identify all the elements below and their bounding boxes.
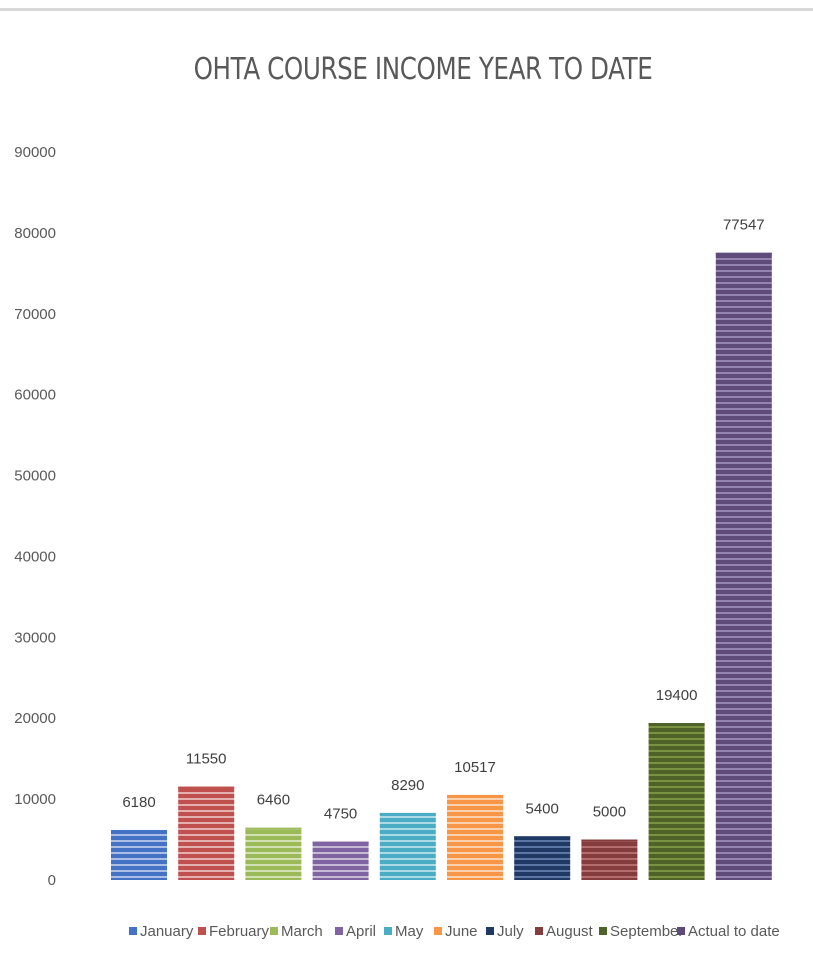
legend-swatch <box>335 927 343 935</box>
top-border <box>0 8 813 11</box>
data-label: 5000 <box>593 804 626 821</box>
y-tick-label: 70000 <box>14 306 56 323</box>
legend-item-label: July <box>497 923 524 940</box>
y-tick-label: 0 <box>48 872 56 889</box>
data-label: 77547 <box>723 217 765 234</box>
legend-swatch <box>677 927 685 935</box>
bar-january <box>111 830 167 880</box>
legend-item-label: February <box>209 923 270 940</box>
bar-top-edge <box>514 836 571 839</box>
y-tick-label: 80000 <box>14 225 56 242</box>
bar-may <box>379 812 436 880</box>
bar-top-edge <box>312 841 369 844</box>
y-tick-label: 90000 <box>14 144 56 161</box>
legend-item-label: August <box>546 923 594 940</box>
legend-swatch <box>434 927 442 935</box>
legend-item-label: May <box>395 923 424 940</box>
data-label: 11550 <box>186 751 227 768</box>
y-tick-label: 50000 <box>14 468 56 485</box>
y-tick-label: 40000 <box>14 548 56 565</box>
bar-actual-to-date <box>715 252 772 880</box>
legend-item-label: June <box>445 923 478 940</box>
data-label: 4750 <box>324 806 357 823</box>
legend-swatch <box>270 927 278 935</box>
legend-item-label: March <box>281 923 323 940</box>
bar-top-edge <box>111 830 167 833</box>
data-label: 5400 <box>526 800 559 817</box>
y-tick-label: 10000 <box>14 791 56 808</box>
legend-item-label: Actual to date <box>688 923 780 940</box>
legend-swatch <box>198 927 206 935</box>
data-label: 6180 <box>122 794 155 811</box>
bar-july <box>514 836 571 880</box>
legend-item-label: January <box>140 923 194 940</box>
data-label: 10517 <box>454 759 496 776</box>
bar-top-edge <box>245 827 302 830</box>
legend-item-label: September <box>610 923 683 940</box>
legend-swatch <box>535 927 543 935</box>
y-tick-label: 60000 <box>14 387 56 404</box>
bar-top-edge <box>581 839 638 842</box>
data-label: 19400 <box>656 687 698 704</box>
legend-swatch <box>384 927 392 935</box>
legend-item-label: April <box>346 923 376 940</box>
bar-top-edge <box>379 812 436 815</box>
bar-top-edge <box>715 252 772 255</box>
bar-february <box>178 786 235 880</box>
data-label: 6460 <box>257 792 290 809</box>
bar-september <box>648 723 705 880</box>
bar-april <box>312 841 369 880</box>
chart-title: OHTA COURSE INCOME YEAR TO DATE <box>193 52 653 87</box>
bar-june <box>447 794 503 880</box>
bar-top-edge <box>648 723 705 726</box>
bar-august <box>581 839 638 880</box>
y-tick-label: 20000 <box>14 710 56 727</box>
legend-swatch <box>129 927 137 935</box>
bar-top-edge <box>447 794 503 797</box>
data-label: 8290 <box>391 777 424 794</box>
y-tick-label: 30000 <box>14 629 56 646</box>
bar-top-edge <box>178 786 235 789</box>
legend-swatch <box>599 927 607 935</box>
legend-swatch <box>486 927 494 935</box>
bar-march <box>245 827 302 880</box>
